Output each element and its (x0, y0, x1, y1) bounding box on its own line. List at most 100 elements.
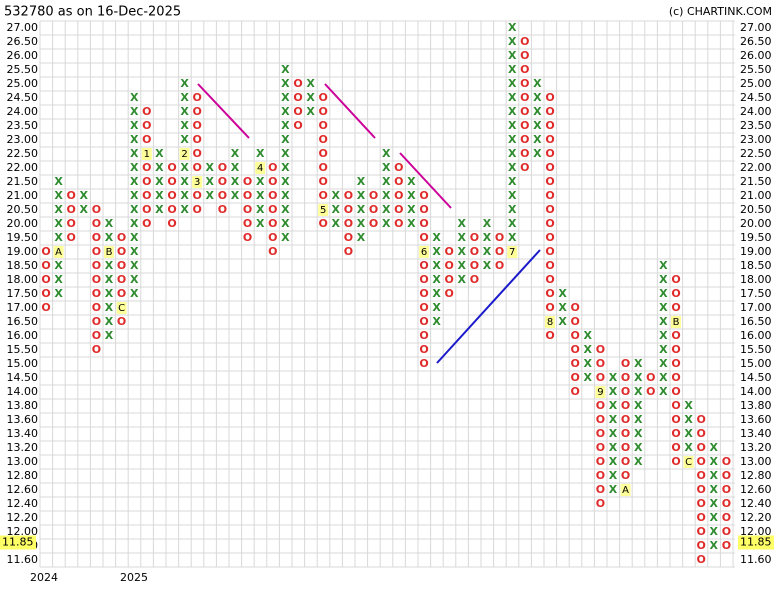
o-box: O (193, 91, 202, 104)
y-tick-label: 13.60 (7, 413, 39, 426)
x-box: X (684, 441, 693, 454)
x-box: X (584, 357, 593, 370)
x-box: X (130, 189, 139, 202)
x-box: X (357, 231, 366, 244)
x-box: X (710, 525, 719, 538)
x-box: X (180, 77, 189, 90)
x-box: X (281, 91, 290, 104)
x-box: X (533, 119, 542, 132)
y-tick-label: 13.00 (740, 455, 772, 468)
y-tick-label: 13.00 (7, 455, 39, 468)
o-box: O (41, 301, 50, 314)
o-box: O (445, 273, 454, 286)
x-box: X (634, 399, 643, 412)
o-box: O (621, 413, 630, 426)
x-box: X (54, 287, 63, 300)
o-box: O (293, 77, 302, 90)
x-box: X (407, 203, 416, 216)
x-box: X (483, 217, 492, 230)
x-box: X (684, 399, 693, 412)
o-box: O (243, 217, 252, 230)
o-box: O (419, 273, 428, 286)
trend-line (324, 83, 376, 139)
x-tick-label: 2024 (30, 571, 58, 584)
o-box: O (520, 161, 529, 174)
x-box: X (508, 21, 517, 34)
o-box: O (545, 91, 554, 104)
o-box: O (470, 259, 479, 272)
x-box: X (130, 161, 139, 174)
o-box: O (697, 413, 706, 426)
month-marker: B (673, 317, 680, 328)
y-tick-label: 12.60 (740, 483, 772, 496)
month-marker: 4 (257, 163, 263, 174)
x-box: X (155, 203, 164, 216)
month-marker-box (104, 246, 114, 258)
x-box: X (130, 91, 139, 104)
o-box: O (319, 91, 328, 104)
o-box: O (117, 259, 126, 272)
x-box: X (130, 147, 139, 160)
o-box: O (142, 119, 151, 132)
y-tick-label: 22.50 (740, 147, 772, 160)
o-box: O (722, 525, 731, 538)
o-box: O (520, 119, 529, 132)
chart-title: 532780 as on 16-Dec-2025 (4, 5, 181, 20)
x-box: X (281, 147, 290, 160)
x-box: X (281, 189, 290, 202)
x-box: X (508, 63, 517, 76)
x-box: X (256, 217, 265, 230)
x-box: X (533, 133, 542, 146)
x-box: X (54, 189, 63, 202)
y-tick-label: 21.50 (740, 175, 772, 188)
o-box: O (671, 357, 680, 370)
o-box: O (41, 273, 50, 286)
x-box: X (659, 301, 668, 314)
o-box: O (470, 245, 479, 258)
y-tick-label: 15.50 (7, 343, 39, 356)
y-tick-label: 24.00 (740, 105, 772, 118)
x-box: X (508, 189, 517, 202)
x-box: X (130, 273, 139, 286)
y-tick-label: 14.50 (7, 371, 39, 384)
o-box: O (520, 105, 529, 118)
x-box: X (105, 231, 114, 244)
o-box: O (646, 385, 655, 398)
y-tick-label: 23.50 (740, 119, 772, 132)
x-box: X (105, 329, 114, 342)
x-box: X (659, 287, 668, 300)
o-box: O (571, 315, 580, 328)
month-marker: 2 (181, 149, 187, 160)
x-box: X (382, 203, 391, 216)
o-box: O (419, 357, 428, 370)
month-marker: 7 (509, 247, 515, 258)
o-box: O (419, 259, 428, 272)
x-box: X (180, 175, 189, 188)
o-box: O (520, 35, 529, 48)
x-box: X (609, 427, 618, 440)
o-box: O (571, 385, 580, 398)
o-box: O (545, 119, 554, 132)
o-box: O (193, 161, 202, 174)
x-box: X (256, 189, 265, 202)
x-box: X (432, 259, 441, 272)
y-tick-label: 15.50 (740, 343, 772, 356)
x-box: X (558, 315, 567, 328)
x-box: X (558, 301, 567, 314)
month-marker-box (318, 204, 329, 216)
o-box: O (167, 203, 176, 216)
x-box: X (130, 231, 139, 244)
x-box: X (332, 189, 341, 202)
o-box: O (545, 147, 554, 160)
y-tick-label: 18.50 (740, 259, 772, 272)
o-box: O (697, 441, 706, 454)
grid (39, 20, 735, 568)
y-tick-label: 24.00 (7, 105, 39, 118)
x-box: X (508, 35, 517, 48)
x-box: X (407, 217, 416, 230)
x-box: X (281, 77, 290, 90)
o-box: O (344, 189, 353, 202)
y-tick-label: 16.50 (740, 315, 772, 328)
x-box: X (432, 231, 441, 244)
o-box: O (117, 231, 126, 244)
